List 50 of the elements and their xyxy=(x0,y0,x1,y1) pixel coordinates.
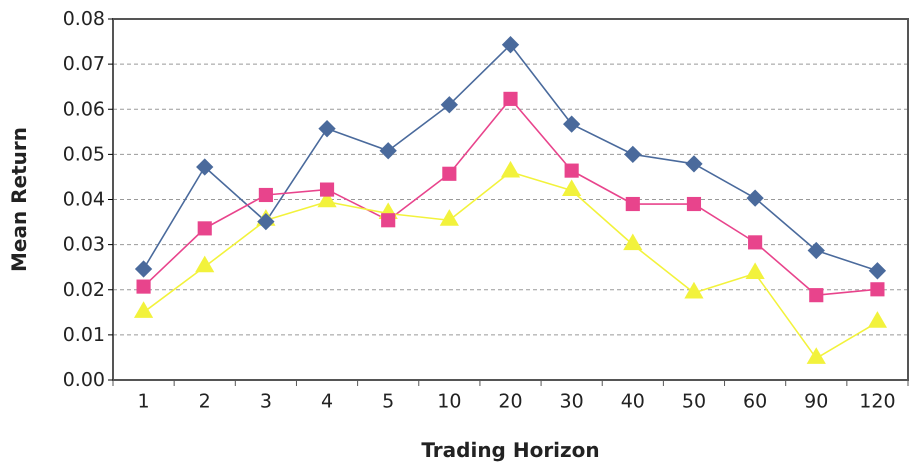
x-tick-label: 10 xyxy=(437,390,462,412)
y-tick-label: 0.08 xyxy=(62,8,105,30)
point xyxy=(318,120,336,138)
point xyxy=(503,92,518,106)
point xyxy=(808,242,825,260)
y-tick-label: 0.07 xyxy=(62,53,105,76)
x-tick-label: 5 xyxy=(382,390,394,412)
point xyxy=(685,155,703,173)
x-tick-label: 90 xyxy=(804,390,828,412)
x-tick-label: 40 xyxy=(620,390,645,412)
x-tick-label: 4 xyxy=(320,390,334,412)
point xyxy=(198,221,212,236)
point xyxy=(380,142,397,160)
y-axis-title: Mean Return xyxy=(7,126,31,272)
point xyxy=(196,158,214,176)
y-tick-label: 0.04 xyxy=(62,188,105,211)
x-tick-label: 3 xyxy=(260,390,272,412)
point xyxy=(870,282,884,296)
point xyxy=(258,188,273,202)
point xyxy=(502,36,520,54)
point xyxy=(136,280,151,294)
point xyxy=(562,115,580,133)
point xyxy=(134,260,152,278)
y-tick-label: 0.02 xyxy=(62,278,105,301)
point xyxy=(809,288,824,302)
x-tick-label: 60 xyxy=(743,390,768,412)
y-tick-label: 0.05 xyxy=(62,143,105,166)
point xyxy=(440,96,458,114)
point xyxy=(868,262,886,280)
y-tick-label: 0.06 xyxy=(62,98,105,120)
x-tick-label: 30 xyxy=(560,390,584,412)
x-tick-label: 120 xyxy=(859,390,896,412)
point xyxy=(686,196,702,212)
x-tick-label: 1 xyxy=(138,390,150,412)
x-axis-title: Trading Horizon xyxy=(421,438,600,462)
point xyxy=(626,196,640,212)
y-tick-label: 0.03 xyxy=(62,234,105,256)
point xyxy=(320,182,334,197)
point xyxy=(442,166,456,181)
point xyxy=(257,212,275,230)
point xyxy=(381,213,396,228)
x-tick-label: 50 xyxy=(682,390,706,412)
x-tick-label: 2 xyxy=(198,390,211,412)
point xyxy=(746,189,764,207)
y-tick-label: 0.00 xyxy=(62,369,105,392)
point xyxy=(564,164,579,178)
point xyxy=(624,146,642,164)
point xyxy=(748,235,762,250)
x-tick-label: 20 xyxy=(498,390,523,412)
y-tick-label: 0.01 xyxy=(62,324,105,346)
